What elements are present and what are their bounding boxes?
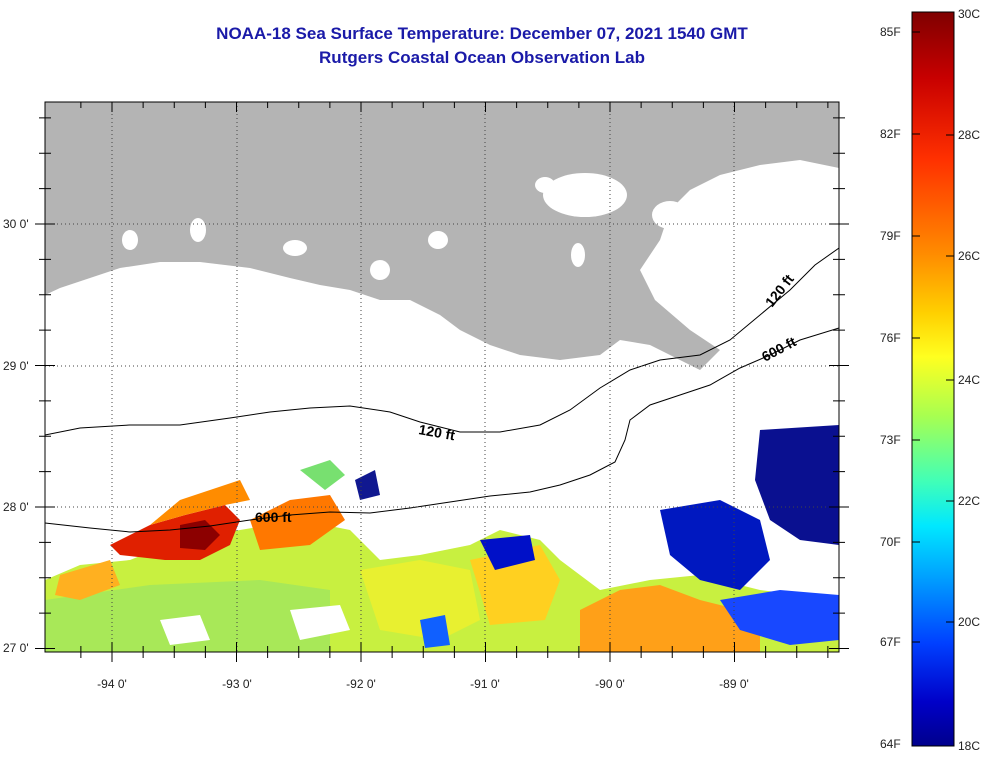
cloud-gap [160,615,210,645]
contour-120ft [45,247,839,436]
lat-label: 28 0' [3,500,29,514]
lat-label: 30 0' [3,217,29,231]
sst-orange-patch [580,585,760,652]
contour-label-600-west: 600 ft [255,509,292,525]
sst-data-layer [45,425,839,652]
colorbar-f-label: 82F [880,127,901,141]
lon-label: -93 0' [222,677,252,691]
sst-green-patch [300,460,345,490]
chart-subtitle: Rutgers Coastal Ocean Observation Lab [319,48,645,67]
lat-label: 29 0' [3,359,29,373]
lon-label: -89 0' [719,677,749,691]
sst-yellow-patch [360,560,480,640]
lon-label: -94 0' [97,677,127,691]
colorbar-c-label: 30C [958,7,980,21]
lon-label: -92 0' [346,677,376,691]
lake [370,260,390,280]
contour-600ft [45,327,839,533]
sst-blue-patch-se [720,590,839,645]
lon-label: -91 0' [470,677,500,691]
lake [428,231,448,249]
sst-darkblue-patch [755,425,839,545]
lon-label: -90 0' [595,677,625,691]
colorbar-c-label: 18C [958,739,980,753]
colorbar-f-label: 70F [880,535,901,549]
colorbar-c-label: 20C [958,615,980,629]
cloud-gap [290,605,350,640]
lake [283,240,307,256]
sst-blue-patch [420,615,450,648]
colorbar-f-label: 76F [880,331,901,345]
sst-orange-west-2 [250,495,345,550]
lake [535,177,555,193]
colorbar-ticks [912,31,954,643]
sst-blue-patch [480,535,535,570]
colorbar-f-label: 79F [880,229,901,243]
sst-green-area [45,580,330,652]
colorbar-f-label: 85F [880,25,901,39]
colorbar-f-label: 73F [880,433,901,447]
axis-ticks [35,102,849,662]
colorbar-c-label: 28C [958,128,980,142]
lake [571,243,585,267]
sst-blue-spot [355,470,380,500]
colorbar-c-label: 24C [958,373,980,387]
colorbar-f-label: 67F [880,635,901,649]
sst-orange-sw [55,560,120,600]
colorbar-f-label: 64F [880,737,901,751]
chart-title: NOAA-18 Sea Surface Temperature: Decembe… [216,24,748,43]
lake [122,230,138,250]
colorbar-c-label: 22C [958,494,980,508]
contour-label-120-mid: 120 ft [417,421,456,443]
map-frame [44,101,840,653]
lake [190,218,206,242]
sst-orange-west [150,480,250,525]
lake [652,201,688,229]
depth-contours [45,247,839,533]
graticule [45,102,839,652]
lake-pontchartrain [543,173,627,217]
sst-blue-patch-east [660,500,770,590]
colorbar-c-label: 26C [958,249,980,263]
colorbar [911,11,955,747]
lat-label: 27 0' [3,641,29,655]
